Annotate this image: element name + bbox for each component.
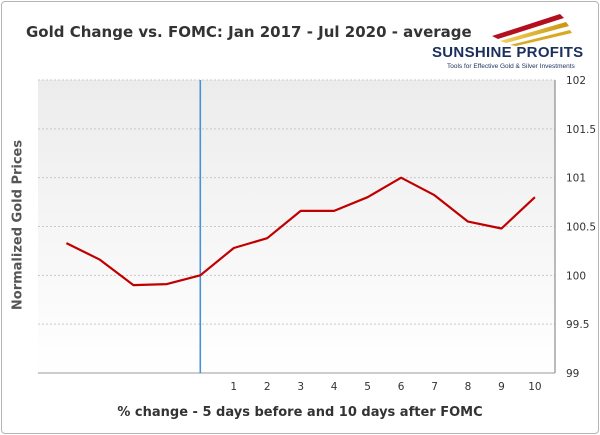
x-tick-label: 2 (264, 381, 271, 393)
y-tick-label: 99 (566, 368, 579, 380)
x-tick-label: 3 (297, 381, 304, 393)
x-tick-label: 8 (465, 381, 472, 393)
x-tick-label: 9 (498, 381, 505, 393)
x-tick-label: 1 (230, 381, 237, 393)
y-tick-label: 101 (566, 173, 586, 185)
chart-title: Gold Change vs. FOMC: Jan 2017 - Jul 202… (26, 23, 472, 41)
y-axis-ticks: 99 99.5 100 100.5 101 101.5 102 (566, 75, 596, 380)
sunshine-profits-logo: SUNSHINE PROFITS Tools for Effective Gol… (432, 8, 592, 78)
plot-area (38, 80, 555, 373)
y-tick-label: 102 (566, 75, 586, 87)
logo-name: SUNSHINE PROFITS (432, 44, 584, 61)
x-tick-label: 4 (331, 381, 338, 393)
y-tick-label: 101.5 (566, 124, 596, 136)
x-tick-label: 5 (364, 381, 371, 393)
x-tick-label: 10 (528, 381, 541, 393)
x-axis-label: % change - 5 days before and 10 days aft… (117, 405, 483, 420)
x-tick-label: 7 (431, 381, 438, 393)
grid-lines (38, 79, 556, 374)
y-tick-label: 100.5 (566, 222, 596, 234)
y-tick-label: 99.5 (566, 319, 589, 331)
logo-swoosh-icon (492, 14, 572, 46)
x-axis-ticks: 1 2 3 4 5 6 7 8 9 10 (230, 381, 541, 393)
x-tick-label: 6 (398, 381, 405, 393)
gold-series-line (65, 176, 536, 287)
y-tick-label: 100 (566, 270, 586, 282)
logo-tagline: Tools for Effective Gold & Silver Invest… (447, 63, 575, 70)
